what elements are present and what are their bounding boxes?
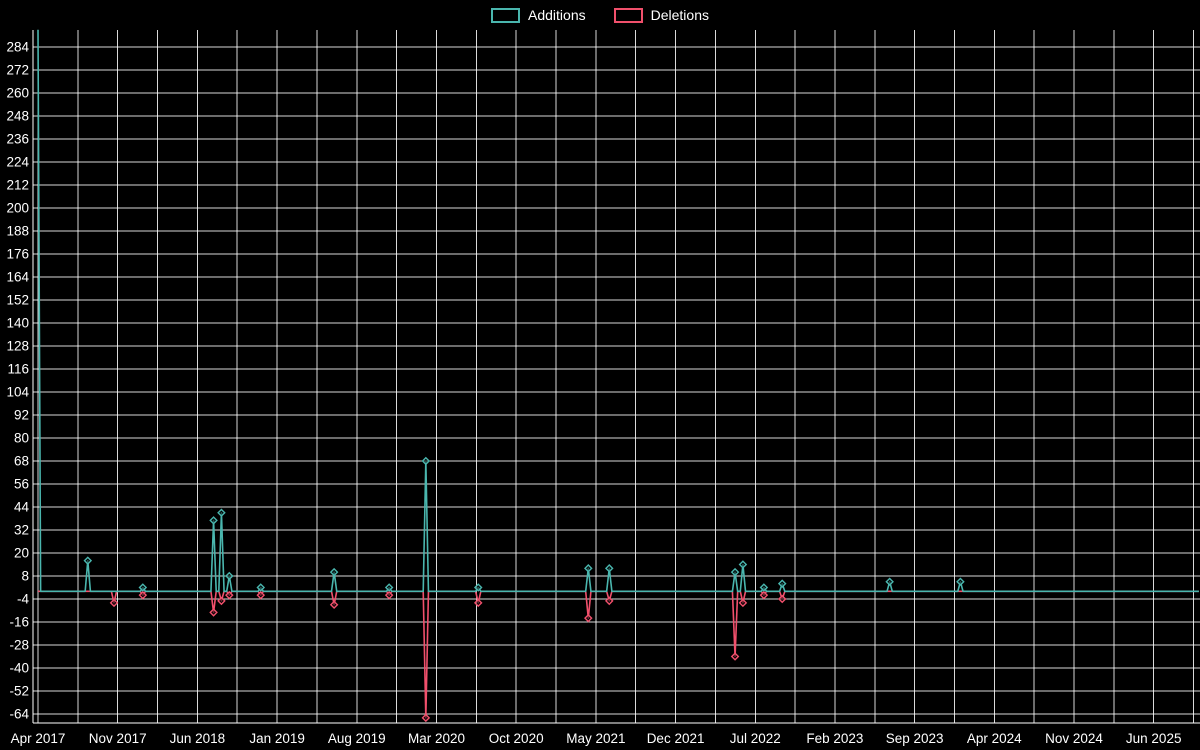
x-tick-label: Oct 2020 xyxy=(489,731,544,746)
y-tick-label: 152 xyxy=(6,293,29,308)
y-tick-label: 164 xyxy=(6,270,29,285)
y-tick-label: 20 xyxy=(14,546,29,561)
y-tick-label: 116 xyxy=(7,362,29,377)
y-tick-label: 92 xyxy=(14,408,29,423)
x-tick-label: Jun 2018 xyxy=(170,731,226,746)
y-tick-label: 176 xyxy=(6,247,29,262)
x-tick-label: Jun 2025 xyxy=(1126,731,1182,746)
y-tick-label: 80 xyxy=(14,431,29,446)
y-tick-label: 284 xyxy=(6,40,29,55)
y-tick-label: -64 xyxy=(9,707,29,722)
grid-horizontal xyxy=(33,46,1200,715)
y-tick-label: 188 xyxy=(6,224,29,239)
deletions-point-marker xyxy=(584,613,593,623)
deletions-point-marker xyxy=(209,608,218,617)
additions-point-marker xyxy=(885,577,894,587)
additions-point-marker xyxy=(584,564,593,573)
series-lines xyxy=(37,29,1199,719)
additions-point-marker xyxy=(604,564,614,573)
axis-lines xyxy=(32,30,1200,724)
additions-point-marker xyxy=(473,583,483,592)
deletions-swatch-icon xyxy=(613,7,643,23)
legend-item-additions[interactable]: Additions xyxy=(491,7,586,23)
y-tick-label: -28 xyxy=(9,638,29,653)
additions-point-marker xyxy=(956,577,965,587)
x-tick-label: Nov 2024 xyxy=(1045,731,1103,746)
x-tick-label: May 2021 xyxy=(566,731,625,746)
additions-point-marker xyxy=(730,567,740,577)
additions-point-marker xyxy=(759,583,769,592)
y-tick-label: 68 xyxy=(14,454,29,469)
deletions-point-marker xyxy=(109,598,119,608)
additions-swatch-icon xyxy=(491,7,521,23)
additions-line xyxy=(37,29,1199,593)
y-tick-label: 236 xyxy=(6,132,29,147)
y-tick-label: 104 xyxy=(6,385,29,400)
y-tick-label: 248 xyxy=(6,109,29,124)
deletions-point-marker xyxy=(256,590,266,600)
deletions-point-marker xyxy=(384,590,394,600)
additions-point-marker xyxy=(738,560,748,569)
deletions-point-marker xyxy=(738,598,748,608)
deletions-point-marker xyxy=(138,590,148,600)
y-axis-labels: 284 272 260 248 236 224 212 200 188 176 164 152 140 1… xyxy=(6,40,29,722)
x-tick-label: Jan 2019 xyxy=(249,731,305,746)
point-markers xyxy=(83,456,965,723)
y-tick-label: -52 xyxy=(9,684,29,699)
x-axis-labels: Apr 2017 Nov 2017 Jun 2018 Jan 2019 Aug 2019… xyxy=(11,731,1182,746)
deletions-point-marker xyxy=(421,713,431,723)
x-tick-label: Dec 2021 xyxy=(647,731,705,746)
y-tick-label: 44 xyxy=(14,500,30,515)
legend-label-deletions: Deletions xyxy=(650,7,709,23)
y-tick-label: 200 xyxy=(6,201,29,216)
deletions-point-marker xyxy=(777,594,787,604)
legend-label-additions: Additions xyxy=(528,7,586,23)
x-tick-label: Nov 2017 xyxy=(89,731,147,746)
additions-point-marker xyxy=(225,571,234,581)
deletions-point-marker xyxy=(730,652,740,661)
y-tick-label: 272 xyxy=(6,63,29,78)
y-tick-label: 224 xyxy=(6,155,29,170)
deletions-point-marker xyxy=(759,590,769,600)
grid-vertical xyxy=(37,30,1195,723)
deletions-point-marker xyxy=(604,596,614,606)
y-tick-label: 56 xyxy=(14,477,29,492)
additions-point-marker xyxy=(421,456,431,466)
deletions-point-marker xyxy=(217,596,226,606)
deletions-point-marker xyxy=(225,590,234,600)
deletions-point-marker xyxy=(473,598,483,608)
y-tick-label: 260 xyxy=(6,86,29,101)
additions-point-marker xyxy=(256,583,266,592)
y-tick-label: -4 xyxy=(17,592,29,607)
x-tick-label: Apr 2017 xyxy=(11,731,66,746)
x-tick-label: Feb 2023 xyxy=(806,731,863,746)
x-tick-label: Apr 2024 xyxy=(967,731,1022,746)
additions-point-marker xyxy=(83,556,93,565)
additions-point-marker xyxy=(329,567,339,577)
x-tick-label: Mar 2020 xyxy=(408,731,465,746)
additions-point-marker xyxy=(217,508,226,518)
additions-point-marker xyxy=(384,583,394,592)
additions-point-marker xyxy=(777,579,787,588)
additions-point-marker xyxy=(209,516,218,525)
y-tick-label: 140 xyxy=(6,316,29,331)
y-tick-label: -16 xyxy=(9,615,29,630)
deletions-point-marker xyxy=(329,600,339,610)
chart-legend: Additions Deletions xyxy=(0,7,1200,23)
legend-item-deletions[interactable]: Deletions xyxy=(613,7,709,23)
y-tick-label: 8 xyxy=(21,569,29,584)
x-tick-label: Sep 2023 xyxy=(886,731,944,746)
y-tick-label: 32 xyxy=(14,523,29,538)
y-tick-label: 212 xyxy=(6,178,29,193)
additions-point-marker xyxy=(138,583,148,592)
x-tick-label: Aug 2019 xyxy=(328,731,386,746)
y-tick-label: 128 xyxy=(6,339,29,354)
y-tick-label: -40 xyxy=(9,661,29,676)
x-tick-label: Jul 2022 xyxy=(730,731,781,746)
